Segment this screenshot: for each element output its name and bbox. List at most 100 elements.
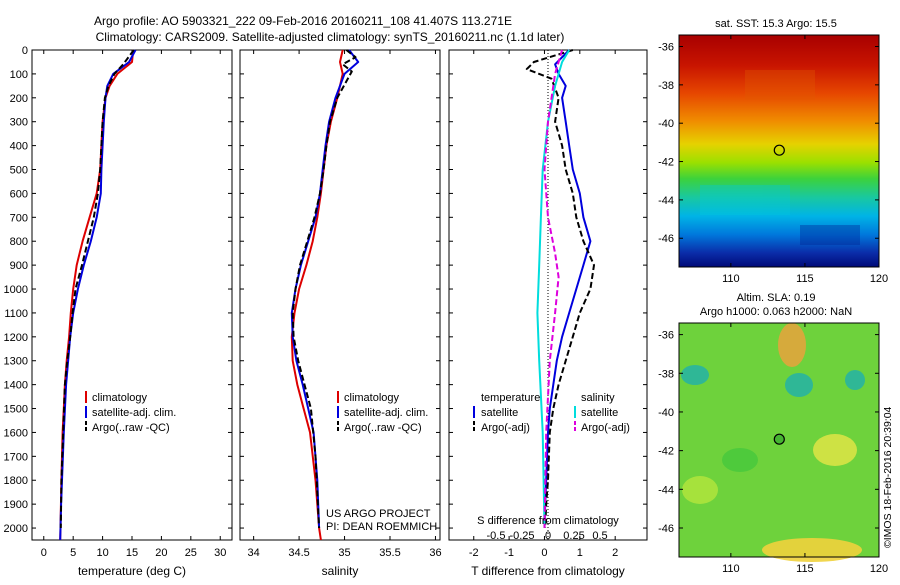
x-tick-label: -1	[504, 547, 514, 559]
temperature-plot-frame	[31, 49, 233, 541]
x-tick-label: 15	[126, 547, 138, 559]
x-tick-label: 36	[429, 547, 441, 559]
depth-tick-label: 1600	[4, 427, 28, 439]
lon-tick-label: 120	[870, 563, 888, 575]
depth-tick-label: 1500	[4, 404, 28, 416]
s-difference-label: S difference from climatology	[477, 515, 619, 527]
sla-map-panel: Altim. SLA: 0.19 Argo h1000: 0.063 h2000…	[658, 292, 888, 575]
project-credit-line2: PI: DEAN ROEMMICH	[326, 521, 437, 533]
sla-lat-axis: -36 -38 -40 -42 -44 -46	[658, 330, 879, 535]
depth-tick-label: 200	[10, 93, 28, 105]
x-tick-label: 1	[577, 547, 583, 559]
temperature-series	[59, 49, 137, 541]
sst-texture	[700, 70, 860, 245]
x-tick-label: -2	[469, 547, 479, 559]
depth-tick-label: 1100	[4, 308, 28, 320]
sla-map-subtitle: Argo h1000: 0.063 h2000: NaN	[700, 306, 852, 318]
depth-tick-label: 900	[10, 260, 28, 272]
legend-satellite-label: satellite-adj. clim.	[92, 407, 176, 419]
x-tick-label: 20	[155, 547, 167, 559]
sst-map-frame	[678, 34, 880, 268]
legend-argo-label: Argo(..raw -QC)	[344, 422, 422, 434]
s-diff-tick-label: -0.5	[487, 530, 506, 542]
lat-tick-label: -42	[658, 446, 674, 458]
x-tick-label: 35	[338, 547, 350, 559]
depth-tick-label: 500	[10, 165, 28, 177]
temperature-legend: climatology satellite-adj. clim. Argo(..…	[85, 391, 176, 434]
sla-map-title: Altim. SLA: 0.19	[737, 292, 816, 304]
lat-tick-label: -38	[658, 80, 674, 92]
sla-blobs	[681, 323, 865, 562]
legend-climatology-label: climatology	[92, 392, 148, 404]
temperature-panel: 0100200300400500600700800900100011001200…	[4, 45, 233, 578]
lon-tick-label: 110	[722, 273, 740, 285]
temperature-axis: 0 5 10 15 20 25 30	[41, 50, 226, 559]
lat-tick-label: -46	[658, 233, 674, 245]
lat-tick-label: -36	[658, 42, 674, 54]
s-diff-tick-label: 0.5	[592, 530, 607, 542]
s-diff-tick-label: 0.25	[563, 530, 584, 542]
legend-temperature-heading: temperature	[481, 392, 540, 404]
figure-title-line1: Argo profile: AO 5903321_222 09-Feb-2016…	[94, 14, 512, 28]
sst-cold-patch	[800, 225, 860, 245]
depth-tick-label: 1200	[4, 332, 28, 344]
lon-tick-label: 120	[870, 273, 888, 285]
lon-tick-label: 115	[796, 563, 814, 575]
depth-tick-label: 1000	[4, 284, 28, 296]
salinity-axis: 34 34.5 35 35.5 36	[248, 50, 442, 559]
lat-tick-label: -36	[658, 330, 674, 342]
salinity-xlabel: salinity	[322, 564, 359, 578]
series-line-salinity-argo-adj-	[543, 49, 564, 529]
difference-panel: -2 -1 0 1 2 -0.5 -0.25 0 0.25 0.5 S difference f…	[448, 49, 648, 578]
depth-tick-label: 600	[10, 188, 28, 200]
x-tick-label: 30	[214, 547, 226, 559]
sla-high-blob	[813, 434, 857, 466]
lat-tick-label: -42	[658, 157, 674, 169]
s-diff-tick-label: 0	[545, 530, 551, 542]
depth-tick-label: 800	[10, 236, 28, 248]
salinity-legend: climatology satellite-adj. clim. Argo(..…	[337, 391, 428, 434]
salinity-panel: 34 34.5 35 35.5 36 salinity climatology sate…	[239, 49, 442, 578]
salinity-plot-frame	[239, 49, 441, 541]
difference-series	[525, 49, 595, 529]
lat-tick-label: -40	[658, 407, 674, 419]
x-tick-label: 34	[248, 547, 260, 559]
legend-climatology-label: climatology	[344, 392, 400, 404]
temperature-xlabel: temperature (deg C)	[78, 564, 186, 578]
depth-tick-label: 1700	[4, 451, 28, 463]
lat-tick-label: -44	[658, 484, 674, 496]
difference-depth-ticks	[449, 49, 647, 529]
series-line-argo-raw-qc-	[59, 49, 135, 529]
legend-temp-argo-label: Argo(-adj)	[481, 422, 530, 434]
lon-tick-label: 115	[796, 273, 814, 285]
salinity-difference-axis: -0.5 -0.25 0 0.25 0.5	[487, 530, 608, 542]
sla-low-blob	[845, 370, 865, 390]
legend-argo-label: Argo(..raw -QC)	[92, 422, 170, 434]
depth-tick-label: 0	[22, 45, 28, 57]
depth-tick-label: 1800	[4, 475, 28, 487]
x-tick-label: 25	[185, 547, 197, 559]
x-tick-label: 34.5	[288, 547, 309, 559]
sla-argo-location-marker	[773, 433, 785, 445]
sla-low-blob	[785, 373, 813, 397]
depth-tick-label: 100	[10, 69, 28, 81]
legend-sal-argo-label: Argo(-adj)	[581, 422, 630, 434]
depth-tick-label: 300	[10, 117, 28, 129]
legend-salinity-heading: salinity	[581, 392, 615, 404]
salinity-series	[290, 49, 360, 541]
lat-tick-label: -46	[658, 523, 674, 535]
depth-tick-label: 1400	[4, 380, 28, 392]
x-tick-label: 0	[541, 547, 547, 559]
lat-tick-label: -44	[658, 195, 674, 207]
depth-tick-label: 1300	[4, 356, 28, 368]
depth-tick-label: 400	[10, 141, 28, 153]
t-difference-label: T difference from climatology	[471, 564, 625, 578]
difference-legend: temperature satellite Argo(-adj) salinit…	[473, 392, 630, 434]
lat-tick-label: -38	[658, 368, 674, 380]
series-line-temperature-argo-adj-	[525, 49, 595, 529]
sla-low-blob	[681, 365, 709, 385]
x-tick-label: 0	[41, 547, 47, 559]
figure-title-line2: Climatology: CARS2009. Satellite-adjuste…	[96, 30, 565, 44]
lat-tick-label: -40	[658, 118, 674, 130]
x-tick-label: 5	[70, 547, 76, 559]
